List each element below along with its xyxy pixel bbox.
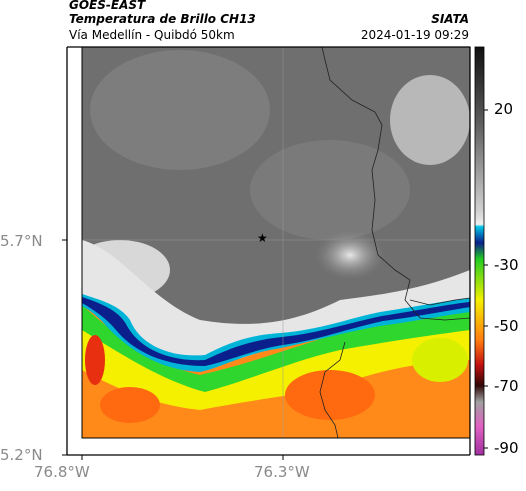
region-label: Vía Medellín - Quibdó 50km xyxy=(69,28,235,42)
colorbar xyxy=(474,46,485,456)
colorbar-tick-label: 20 xyxy=(494,100,514,118)
brightness-temperature-field xyxy=(82,47,470,438)
lon-tick-label: 76.8°W xyxy=(34,463,90,481)
colorbar-tick-label: -70 xyxy=(494,377,519,395)
agency-label: SIATA xyxy=(431,12,469,26)
lat-tick-label: 5.2°N xyxy=(0,446,43,464)
lat-tick-label: 5.7°N xyxy=(0,232,43,250)
colorbar-tick-label: -90 xyxy=(494,439,519,457)
product-title: Temperatura de Brillo CH13 xyxy=(69,12,256,26)
colorbar-tick-label: -30 xyxy=(494,256,519,274)
timestamp: 2024-01-19 09:29 xyxy=(360,28,469,42)
star-marker: ★ xyxy=(257,231,268,245)
satellite-name: GOES-EAST xyxy=(69,0,146,12)
lon-tick-label: 76.3°W xyxy=(254,463,310,481)
colorbar-tick-label: -50 xyxy=(494,317,519,335)
